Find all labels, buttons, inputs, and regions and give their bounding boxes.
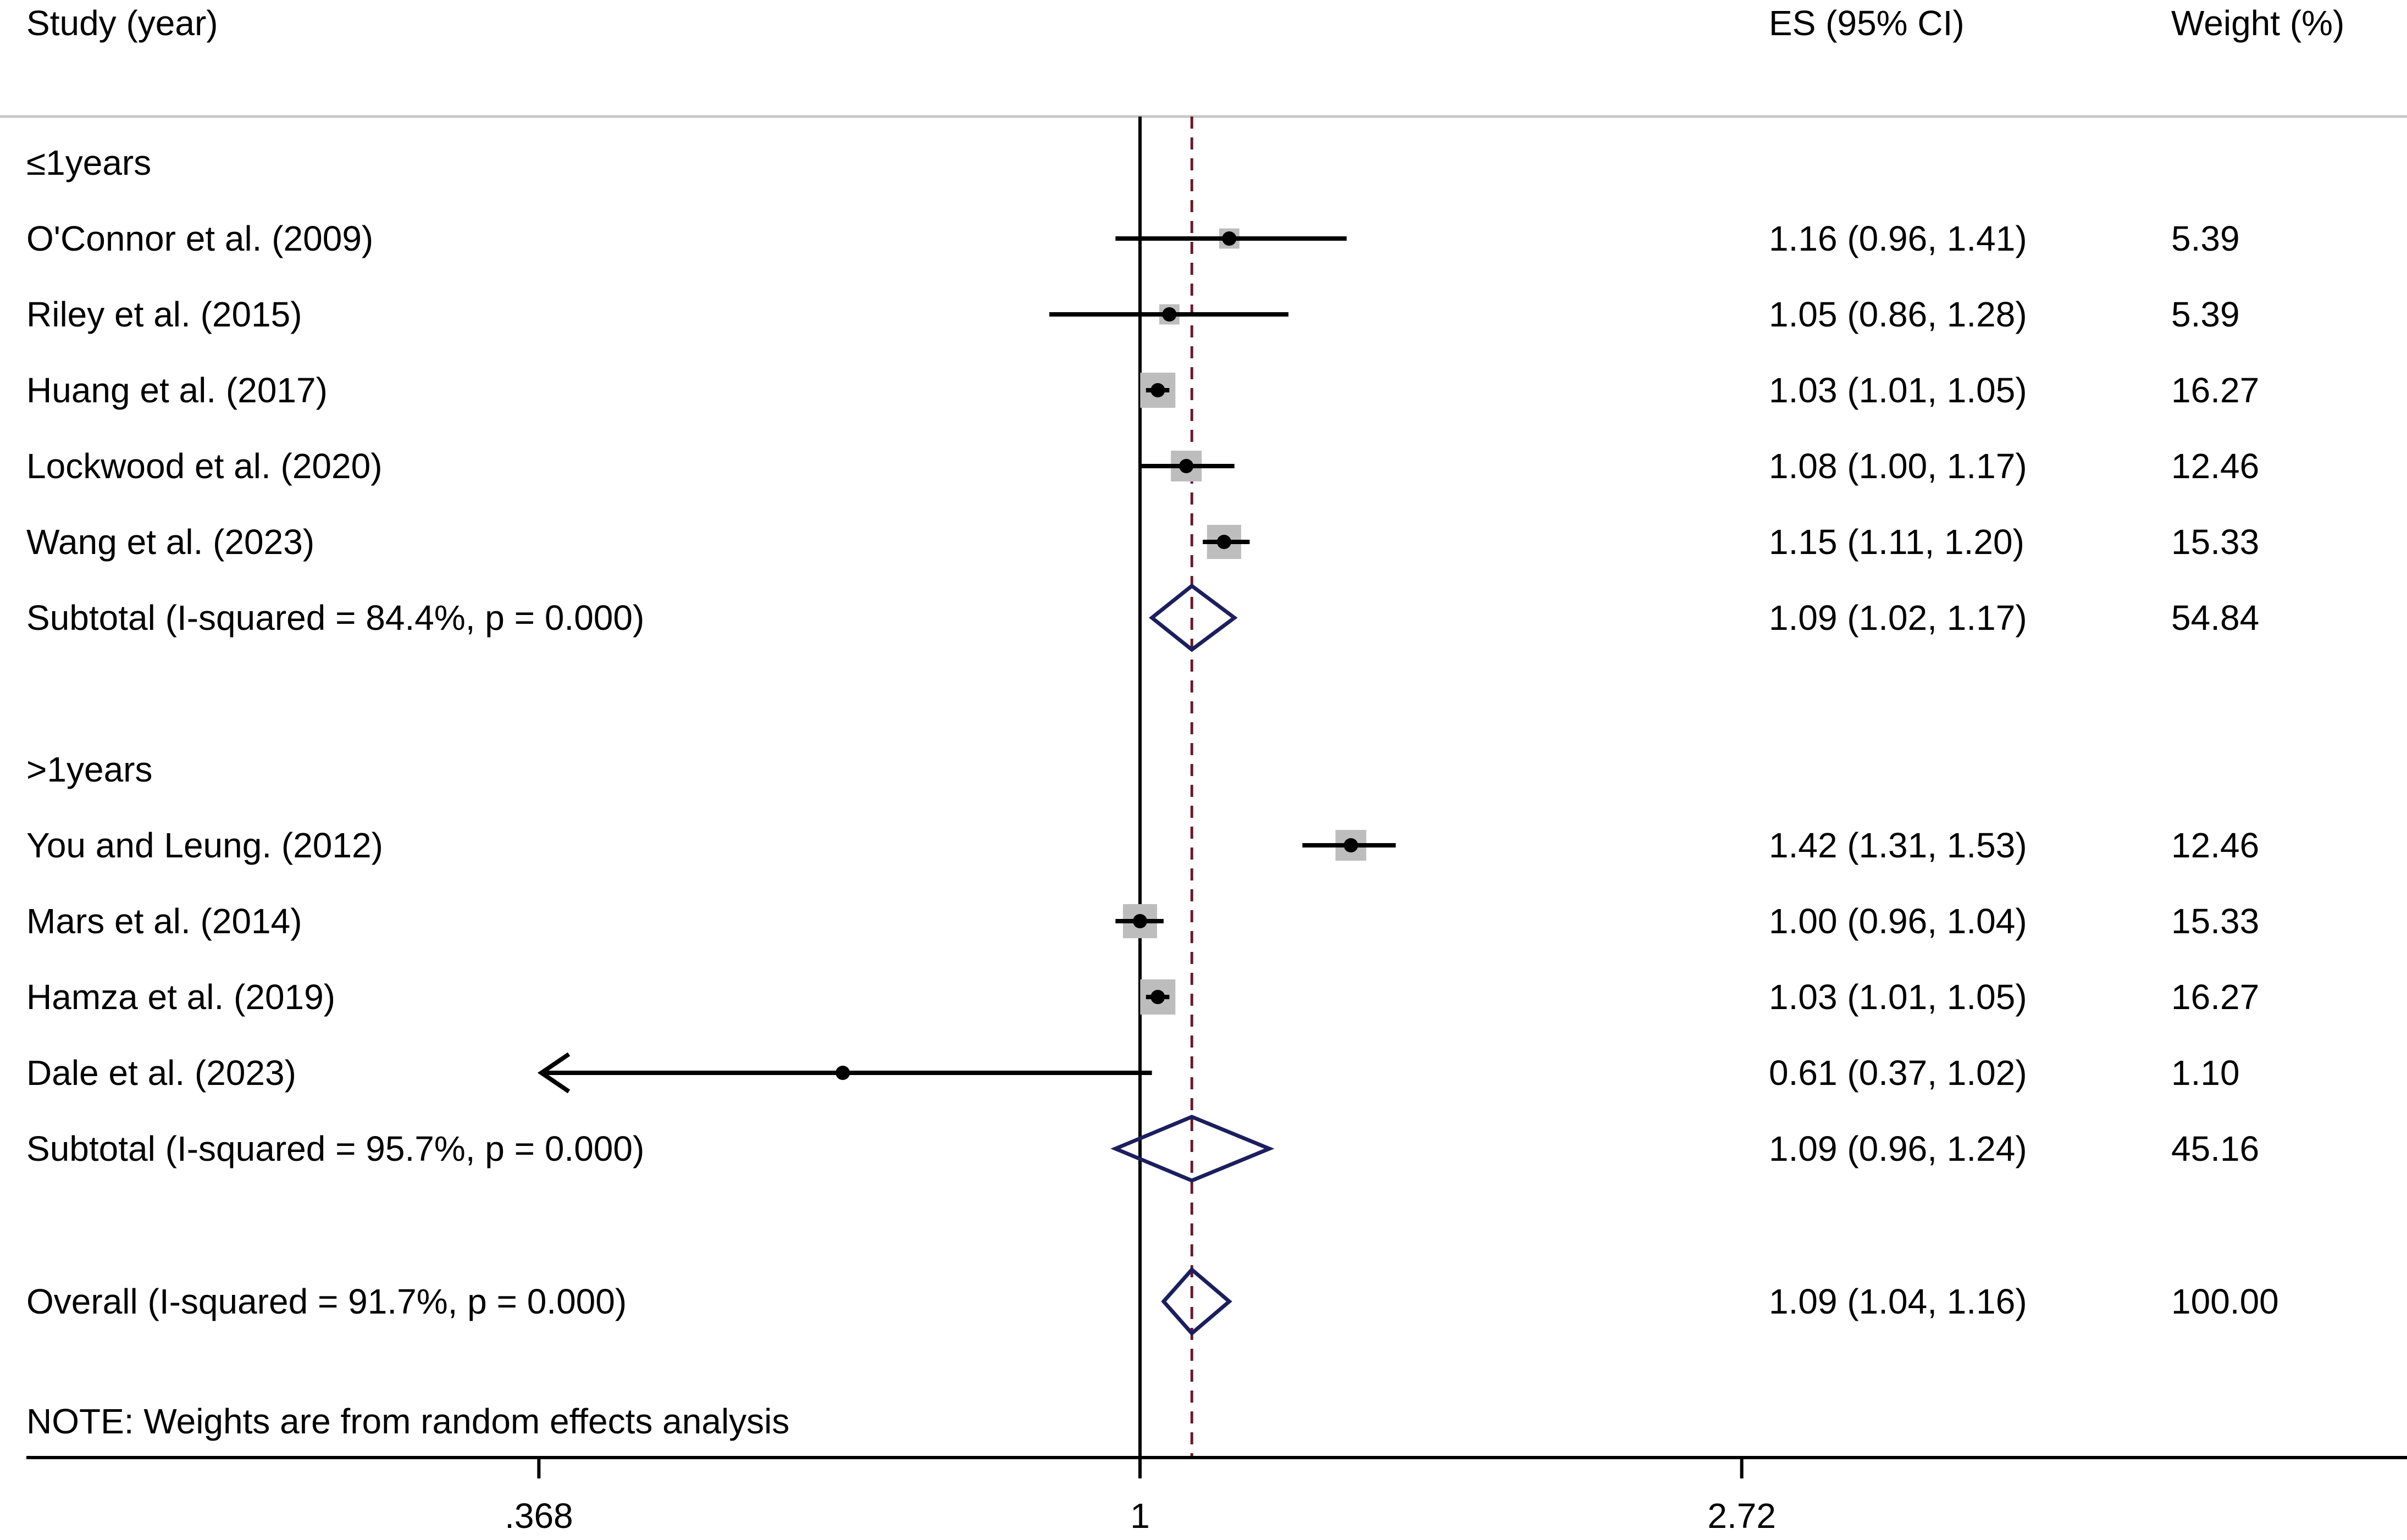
group-label: >1years [26,750,152,789]
weight-value: 12.46 [2171,826,2259,865]
study-label: Dale et al. (2023) [26,1053,296,1093]
weight-value: 5.39 [2171,295,2240,334]
es-ci-value: 1.15 (1.11, 1.20) [1769,522,2024,562]
es-ci-value: 1.03 (1.01, 1.05) [1769,370,2027,410]
es-ci-value: 1.08 (1.00, 1.17) [1769,446,2027,486]
study-label: You and Leung. (2012) [26,826,383,865]
weight-value: 12.46 [2171,446,2259,486]
es-ci-value: 1.16 (0.96, 1.41) [1769,219,2027,258]
study-label: Hamza et al. (2019) [26,977,335,1017]
study-label: Lockwood et al. (2020) [26,446,383,486]
point-estimate [835,1066,850,1080]
point-estimate [1179,459,1194,473]
es-ci-value: 1.09 (1.04, 1.16) [1769,1282,2027,1321]
subtotal-diamond [1149,583,1238,652]
study-label: Mars et al. (2014) [26,901,302,941]
es-ci-value: 1.00 (0.96, 1.04) [1769,901,2027,941]
subtotal-label: Subtotal (I-squared = 95.7%, p = 0.000) [26,1129,644,1168]
point-estimate [1133,914,1147,928]
study-label: Riley et al. (2015) [26,295,302,334]
weight-value: 5.39 [2171,219,2240,258]
point-estimate [1150,383,1165,397]
forest-rows: ≤1years O'Connor et al. (2009) 1.16 (0.96,… [26,117,2279,1458]
study-label: Wang et al. (2023) [26,522,314,562]
x-tick-label: .368 [505,1496,573,1536]
point-estimate [1343,838,1358,852]
study-column-header: Study (year) [26,3,218,43]
es-ci-value: 1.05 (0.86, 1.28) [1769,295,2027,334]
weight-value: 54.84 [2171,598,2259,638]
overall-diamond [1161,1267,1232,1336]
overall-label: Overall (I-squared = 91.7%, p = 0.000) [26,1282,627,1321]
weight-value: 1.10 [2171,1053,2240,1093]
es-ci-value: 0.61 (0.37, 1.02) [1769,1053,2027,1093]
point-estimate [1222,231,1237,246]
weight-value: 15.33 [2171,901,2259,941]
es-ci-value: 1.09 (0.96, 1.24) [1769,1129,2027,1168]
point-estimate [1216,535,1231,549]
weight-value: 45.16 [2171,1129,2259,1168]
subtotal-diamond [1110,1115,1275,1183]
point-estimate [1162,307,1177,322]
x-axis-ticks: .368 1 2.72 [505,1458,1776,1536]
weights-note: NOTE: Weights are from random effects an… [26,1401,789,1441]
es-column-header: ES (95% CI) [1769,3,1965,43]
es-ci-value: 1.42 (1.31, 1.53) [1769,826,2027,865]
weight-column-header: Weight (%) [2171,3,2344,43]
group-label: ≤1years [26,143,151,182]
x-tick-label: 1 [1130,1496,1150,1536]
es-ci-value: 1.03 (1.01, 1.05) [1769,977,2027,1017]
weight-value: 100.00 [2171,1282,2279,1321]
study-label: O'Connor et al. (2009) [26,219,373,258]
subtotal-label: Subtotal (I-squared = 84.4%, p = 0.000) [26,598,644,638]
x-tick-label: 2.72 [1707,1496,1776,1536]
weight-value: 16.27 [2171,370,2259,410]
weight-value: 16.27 [2171,977,2259,1017]
ci-arrow [537,1052,571,1094]
point-estimate [1150,990,1165,1004]
es-ci-value: 1.09 (1.02, 1.17) [1769,598,2027,638]
weight-value: 15.33 [2171,522,2259,562]
study-label: Huang et al. (2017) [26,370,328,410]
